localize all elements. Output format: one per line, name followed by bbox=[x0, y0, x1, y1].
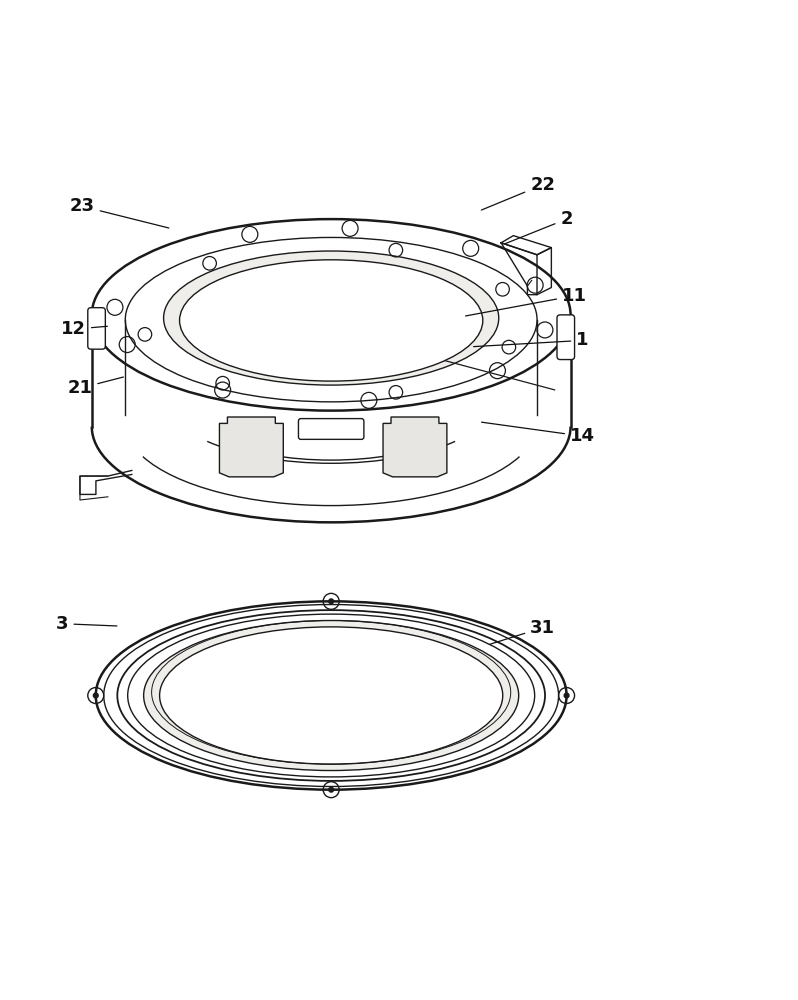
Ellipse shape bbox=[160, 627, 503, 764]
Text: 23: 23 bbox=[69, 197, 169, 228]
Text: 2: 2 bbox=[505, 210, 573, 244]
FancyBboxPatch shape bbox=[88, 308, 105, 349]
Text: 31: 31 bbox=[489, 619, 555, 644]
Circle shape bbox=[329, 599, 334, 604]
Text: 3: 3 bbox=[56, 615, 117, 633]
Circle shape bbox=[329, 787, 334, 792]
Text: 1: 1 bbox=[473, 331, 589, 349]
Text: 21: 21 bbox=[67, 377, 124, 397]
Circle shape bbox=[564, 693, 569, 698]
Ellipse shape bbox=[144, 620, 519, 771]
Polygon shape bbox=[383, 417, 447, 477]
Text: 14: 14 bbox=[481, 422, 595, 445]
Polygon shape bbox=[219, 417, 283, 477]
Ellipse shape bbox=[164, 251, 499, 385]
FancyBboxPatch shape bbox=[557, 315, 575, 360]
Circle shape bbox=[93, 693, 98, 698]
Ellipse shape bbox=[180, 260, 483, 381]
FancyBboxPatch shape bbox=[298, 419, 364, 439]
Text: 12: 12 bbox=[61, 320, 108, 338]
Text: 22: 22 bbox=[481, 176, 555, 210]
Text: 11: 11 bbox=[465, 287, 587, 316]
